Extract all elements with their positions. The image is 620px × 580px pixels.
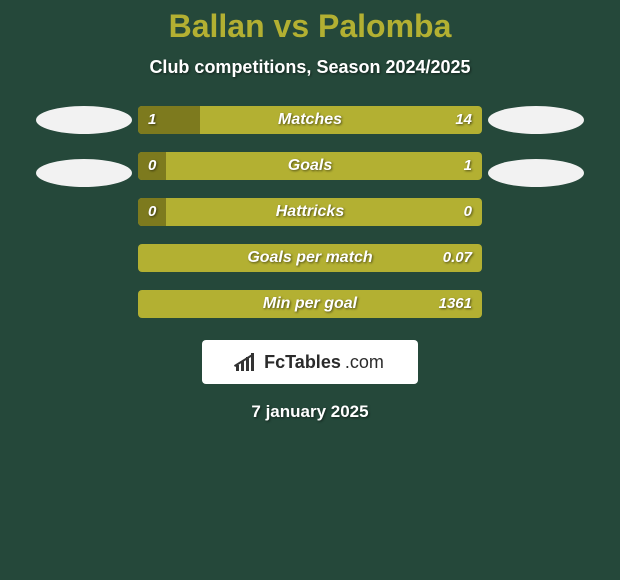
right-oval-1 (488, 106, 584, 134)
comparison-content: 1 Matches 14 0 Goals 1 0 Hattricks 0 Goa… (0, 106, 620, 318)
brand-badge[interactable]: FcTables.com (202, 340, 418, 384)
bar-row-hattricks: 0 Hattricks 0 (138, 198, 482, 226)
bar-value-right: 1361 (439, 290, 472, 318)
side-left-column (38, 106, 138, 318)
bar-label: Min per goal (138, 290, 482, 318)
bar-row-goals: 0 Goals 1 (138, 152, 482, 180)
bar-value-right: 0 (464, 198, 472, 226)
bars-column: 1 Matches 14 0 Goals 1 0 Hattricks 0 Goa… (138, 106, 482, 318)
bar-row-min-per-goal: Min per goal 1361 (138, 290, 482, 318)
left-oval-1 (36, 106, 132, 134)
title-player-b: Palomba (318, 8, 451, 44)
subtitle: Club competitions, Season 2024/2025 (0, 57, 620, 78)
date-text: 7 january 2025 (0, 402, 620, 422)
bar-value-right: 1 (464, 152, 472, 180)
bar-row-matches: 1 Matches 14 (138, 106, 482, 134)
bar-label: Matches (138, 106, 482, 134)
brand-name: FcTables (264, 352, 341, 373)
title-player-a: Ballan (169, 8, 265, 44)
title-vs: vs (265, 8, 318, 44)
bar-label: Hattricks (138, 198, 482, 226)
bar-label: Goals (138, 152, 482, 180)
right-oval-2 (488, 159, 584, 187)
side-right-column (482, 106, 582, 318)
bar-value-right: 14 (455, 106, 472, 134)
bar-label: Goals per match (138, 244, 482, 272)
page: Ballan vs Palomba Club competitions, Sea… (0, 0, 620, 580)
bar-chart-icon (236, 353, 258, 371)
brand-suffix: .com (345, 352, 384, 373)
page-title: Ballan vs Palomba (0, 0, 620, 45)
bar-value-right: 0.07 (443, 244, 472, 272)
bar-row-goals-per-match: Goals per match 0.07 (138, 244, 482, 272)
left-oval-2 (36, 159, 132, 187)
